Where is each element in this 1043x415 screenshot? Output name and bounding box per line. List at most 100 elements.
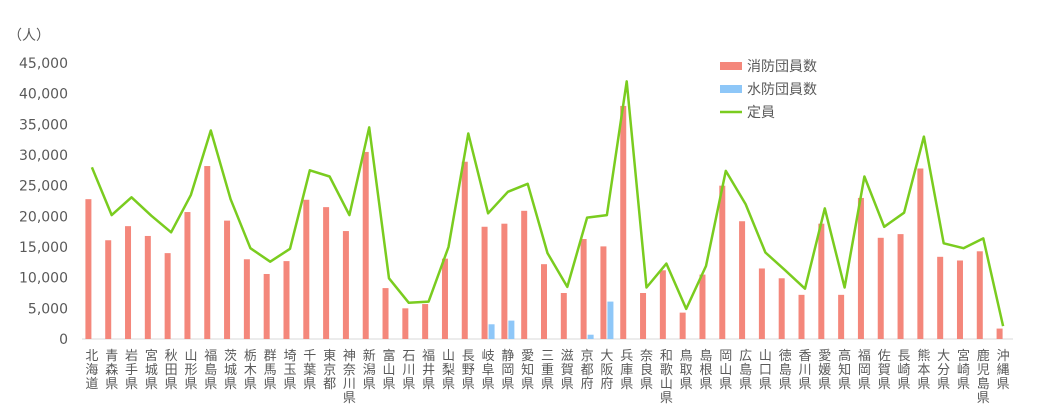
bar-fire-brigade — [937, 256, 944, 339]
legend-swatch-fire-brigade — [720, 62, 742, 70]
x-category-label: 茨城県 — [224, 349, 237, 392]
y-tick-label: 45,000 — [19, 56, 68, 72]
x-category-label: 沖縄県 — [997, 349, 1010, 392]
bar-fire-brigade — [976, 251, 983, 339]
y-tick-label: 25,000 — [19, 179, 68, 195]
y-tick-label: 30,000 — [19, 148, 68, 164]
x-category-label: 神奈川県 — [343, 349, 356, 406]
series-fire-brigade-bars — [85, 105, 1003, 339]
bar-fire-brigade — [659, 270, 666, 339]
x-category-label: 長崎県 — [898, 349, 911, 392]
bar-fire-brigade — [263, 273, 270, 339]
x-category-label: 広島県 — [739, 349, 752, 392]
x-category-label: 青森県 — [105, 349, 118, 392]
bar-fire-brigade — [402, 308, 409, 339]
bar-fire-brigade — [560, 293, 567, 339]
bar-fire-brigade — [422, 304, 429, 339]
bar-fire-brigade — [362, 151, 369, 339]
x-category-label: 群馬県 — [264, 349, 277, 392]
legend-swatch-flood-brigade — [720, 85, 742, 93]
bar-fire-brigade — [778, 278, 785, 339]
x-category-label: 宮崎県 — [957, 348, 970, 392]
x-category-label: 千葉県 — [303, 349, 316, 392]
y-tick-label: 15,000 — [19, 240, 68, 256]
bar-fire-brigade — [956, 260, 963, 339]
bar-flood-brigade — [607, 301, 614, 339]
y-tick-label: 20,000 — [19, 209, 68, 225]
x-axis-category-labels: 北海道青森県岩手県宮城県秋田県山形県福島県茨城県栃木県群馬県埼玉県千葉県東京都神… — [85, 348, 1009, 406]
bar-fire-brigade — [323, 207, 330, 339]
y-tick-label: 35,000 — [19, 117, 68, 133]
bar-fire-brigade — [184, 212, 191, 339]
bar-fire-brigade — [620, 105, 627, 339]
bar-flood-brigade — [587, 334, 594, 339]
bar-fire-brigade — [758, 268, 765, 339]
bar-fire-brigade — [640, 293, 647, 339]
bar-fire-brigade — [224, 220, 231, 339]
x-category-label: 佐賀県 — [878, 349, 891, 392]
x-category-label: 愛知県 — [521, 349, 534, 392]
x-category-label: 福井県 — [422, 349, 435, 392]
x-category-label: 岐阜県 — [482, 349, 495, 392]
x-category-label: 鹿児島県 — [977, 348, 990, 406]
x-category-label: 北海道 — [85, 349, 98, 392]
bar-fire-brigade — [818, 223, 825, 339]
x-category-label: 滋賀県 — [561, 349, 574, 392]
x-category-label: 大分県 — [937, 349, 950, 392]
x-category-label: 山形県 — [184, 349, 197, 392]
x-category-label: 富山県 — [383, 348, 396, 392]
x-category-label: 熊本県 — [917, 348, 930, 392]
bar-fire-brigade — [541, 264, 547, 339]
bar-fire-brigade — [243, 259, 250, 339]
bar-fire-brigade — [798, 294, 805, 339]
x-category-label: 長野県 — [462, 349, 475, 392]
x-category-label: 岩手県 — [125, 349, 138, 392]
bar-fire-brigade — [501, 223, 508, 339]
bar-fire-brigade — [719, 185, 726, 339]
series-flood-brigade-bars — [488, 301, 614, 339]
bar-flood-brigade — [508, 320, 515, 339]
bar-fire-brigade — [382, 288, 389, 339]
x-category-label: 愛媛県 — [818, 349, 831, 392]
x-category-label: 栃木県 — [244, 349, 257, 392]
bar-fire-brigade — [283, 261, 290, 339]
bar-fire-brigade — [144, 235, 151, 339]
bar-fire-brigade — [303, 199, 310, 339]
x-category-label: 福岡県 — [858, 349, 871, 392]
x-category-label: 三重県 — [541, 349, 554, 392]
x-category-label: 徳島県 — [779, 349, 792, 392]
bar-flood-brigade — [488, 324, 495, 339]
y-tick-label: 5,000 — [28, 301, 68, 317]
x-category-label: 埼玉県 — [283, 349, 296, 392]
x-category-label: 奈良県 — [640, 349, 653, 392]
bar-fire-brigade — [600, 246, 607, 339]
legend-label-flood-brigade: 水防団員数 — [747, 82, 817, 98]
x-category-label: 宮城県 — [145, 348, 158, 392]
x-category-label: 山口県 — [759, 349, 772, 392]
bar-fire-brigade — [679, 312, 686, 339]
x-category-label: 香川県 — [799, 349, 812, 392]
x-category-label: 和歌山県 — [660, 349, 673, 406]
bar-fire-brigade — [85, 199, 92, 339]
bar-fire-brigade — [897, 234, 904, 339]
y-axis-ticks: 0 5,000 10,000 15,000 20,000 25,000 30,000 35,0… — [19, 56, 68, 348]
legend-label-capacity: 定員 — [747, 105, 775, 121]
bar-fire-brigade — [699, 274, 706, 339]
y-tick-label: 10,000 — [19, 271, 68, 287]
bar-fire-brigade — [739, 221, 746, 339]
bar-fire-brigade — [521, 210, 528, 339]
bar-fire-brigade — [342, 231, 349, 339]
bar-fire-brigade — [877, 237, 884, 339]
x-category-label: 岡山県 — [719, 349, 732, 392]
bar-fire-brigade — [441, 258, 448, 339]
y-axis-unit-label: （人） — [8, 28, 50, 44]
x-category-label: 高知県 — [838, 348, 851, 392]
x-category-label: 福島県 — [204, 349, 217, 392]
bar-fire-brigade — [125, 226, 132, 339]
x-category-label: 東京都 — [323, 348, 336, 392]
bar-fire-brigade — [917, 168, 924, 339]
x-category-label: 石川県 — [402, 349, 415, 392]
legend-label-fire-brigade: 消防団員数 — [747, 59, 817, 75]
